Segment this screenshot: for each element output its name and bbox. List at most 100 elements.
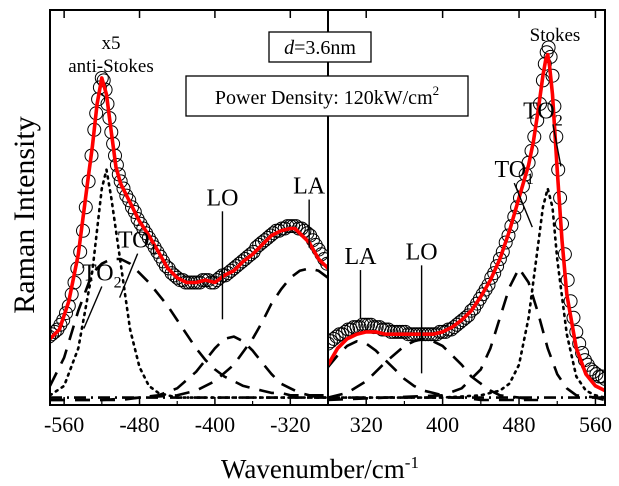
anti-stokes-to1-label: TO1 [118,228,158,259]
stokes-data-point [464,303,479,318]
anti-stokes-panel [50,71,328,402]
stokes-data-point [386,324,401,339]
stokes-data-point [498,235,513,250]
power-text: Power Density: 120kW/cm2 [215,83,439,109]
anti-stokes-data-point [125,200,139,215]
stokes-dash-component-1 [328,340,539,402]
anti-stokes-data-point [257,233,272,248]
stokes-data-point [487,266,502,281]
anti-stokes-data-point [119,188,134,203]
stokes-lo-label: LO [406,239,438,265]
anti-stokes-data-point [113,174,128,189]
anti-stokes-lo-label: LO [206,185,238,211]
anti-stokes-data-point [252,237,267,252]
anti-stokes-data-point [164,266,179,281]
stokes-data-point [341,322,356,337]
anti-stokes-data-point [238,252,253,266]
stokes-la-label: LA [344,244,377,270]
x-axis-label-main: Wavenumber/cm [221,454,405,484]
anti-stokes-to2-label: TO2 [82,261,122,292]
anti-stokes-data-point [207,275,221,290]
anti-stokes-tick-label: -400 [195,412,235,437]
stokes-data-point [395,324,410,339]
power-box [185,75,469,117]
anti-stokes-data-point [232,256,247,271]
anti-stokes-data-point [212,270,227,285]
stokes-data-point [329,329,344,344]
anti-stokes-data-point [235,254,250,269]
stokes-to2-pointer [552,124,562,167]
anti-stokes-data-point [221,266,236,281]
stokes-data-point [458,310,473,325]
stokes-data-point [589,367,604,382]
anti-stokes-data-point [246,244,261,259]
stokes-to1-pointer [513,182,533,228]
stokes-label: Stokes [530,25,581,46]
stokes-data-point [481,277,496,292]
anti-stokes-data-point [263,228,278,243]
stokes-dash-component-2 [328,337,539,402]
anti-stokes-data-point [229,259,244,274]
anti-stokes-data-point [260,230,275,245]
anti-stokes-tick-label: -480 [119,412,159,437]
anti-stokes-dash-component-1 [50,257,328,397]
stokes-data-point [384,324,398,339]
power-annotation: Power Density: 120kW/cm2 [185,75,469,117]
diameter-symbol: d [284,37,295,59]
anti-stokes-data-point [156,254,171,269]
stokes-data-point [441,322,456,337]
stokes-data-point [492,252,507,266]
stokes-data-point [398,324,413,339]
anti-stokes-data-point [226,261,241,276]
stokes-dash-component-3 [328,267,605,402]
x-axis-label: Wavenumber/cm-1 [221,453,419,484]
anti-stokes-la-label: LA [293,174,326,200]
anti-stokes-data-point [218,268,233,283]
ticks-layer: -560 -480 -400 -320 320 400 480 560 [44,10,612,437]
anti-stokes-data-point [50,327,59,342]
stokes-data-point [447,320,462,335]
y-axis-label: Raman Intensity [8,116,41,313]
diameter-text: d=3.6nm [284,37,356,59]
stokes-data-point [452,315,467,330]
stokes-data-point [328,336,335,351]
stokes-tick-label: 560 [579,412,612,437]
diameter-value: =3.6nm [294,37,356,59]
stokes-data-point [328,334,338,349]
anti-stokes-data-point [255,235,269,250]
stokes-data-point [375,322,390,337]
stokes-data-point [592,369,605,384]
anti-stokes-data-point [116,181,131,196]
anti-stokes-tick-label: -560 [44,412,84,437]
anti-stokes-data-point [249,240,264,255]
anti-stokes-to2-pointer [83,286,103,329]
stokes-data-point [490,259,505,274]
anti-stokes-data-point [173,273,187,288]
anti-stokes-dot-component-0 [50,168,328,399]
anti-stokes-data-point [50,324,62,339]
anti-stokes-dash-component-3 [50,267,328,402]
stokes-data-point [598,371,605,386]
anti-stokes-data-point [122,193,137,208]
x-axis-label-sup: -1 [405,453,419,472]
anti-stokes-data-point [223,263,238,278]
stokes-tick-label: 320 [350,412,383,437]
anti-stokes-fit-curve [50,76,328,341]
anti-stokes-dash-component-2 [50,335,328,402]
stokes-data-point [595,369,605,384]
stokes-data-point [392,324,407,339]
stokes-data-point [478,282,493,297]
anti-stokes-to1-pointer [118,253,139,298]
anti-stokes-data-point [50,329,57,344]
anti-stokes-data-point [127,205,142,219]
anti-stokes-data-point [161,261,176,276]
anti-stokes-tick-label: -320 [270,412,310,437]
anti-stokes-data-point [167,268,182,283]
anti-stokes-data-point [283,219,298,234]
stokes-data-point [389,324,404,339]
power-sup: 2 [433,83,440,98]
stokes-data-point [455,313,470,328]
anti-stokes-data-point [158,259,173,274]
